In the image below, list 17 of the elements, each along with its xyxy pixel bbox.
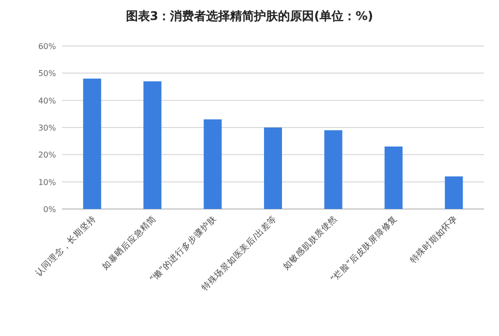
bar xyxy=(384,146,403,209)
bar xyxy=(204,119,222,209)
y-tick-label: 50% xyxy=(38,69,56,78)
bar xyxy=(444,176,463,209)
y-tick-label: 30% xyxy=(38,124,56,132)
y-tick-label: 0% xyxy=(43,205,56,214)
y-tick-label: 20% xyxy=(38,150,56,160)
y-tick-label: 60% xyxy=(38,42,56,51)
bar xyxy=(324,130,342,209)
y-tick-label: 40% xyxy=(38,96,56,106)
x-tick-label: 特殊时期如怀孕 xyxy=(408,213,460,266)
bar xyxy=(264,128,282,209)
bar xyxy=(83,78,102,209)
x-tick-label: 认同理念，长期坚持 xyxy=(33,213,98,278)
bar xyxy=(143,81,162,209)
chart-title: 图表3：消费者选择精简护肤的原因(单位：%) xyxy=(126,9,374,23)
y-tick-label: 10% xyxy=(38,178,56,187)
